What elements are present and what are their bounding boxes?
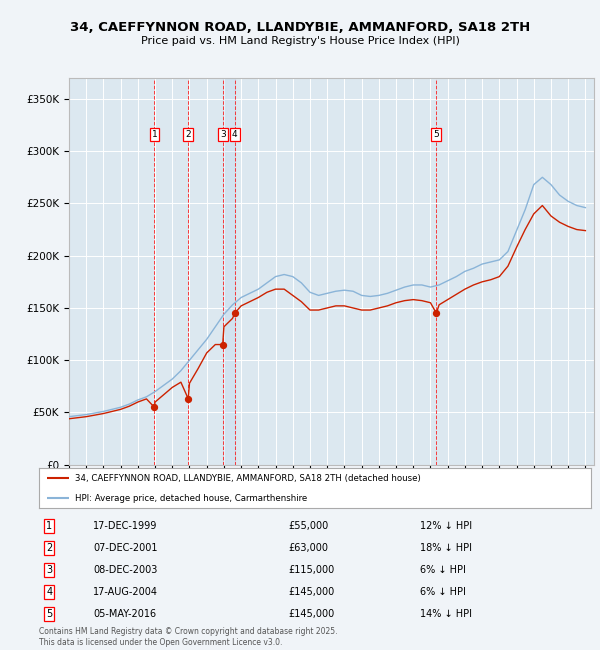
Text: £145,000: £145,000: [288, 587, 334, 597]
Text: 34, CAEFFYNNON ROAD, LLANDYBIE, AMMANFORD, SA18 2TH: 34, CAEFFYNNON ROAD, LLANDYBIE, AMMANFOR…: [70, 21, 530, 34]
Point: [218, 339, 227, 350]
Text: 2: 2: [185, 129, 191, 138]
Text: 2: 2: [46, 543, 52, 553]
Point: [431, 308, 441, 318]
Text: 34, CAEFFYNNON ROAD, LLANDYBIE, AMMANFORD, SA18 2TH (detached house): 34, CAEFFYNNON ROAD, LLANDYBIE, AMMANFOR…: [75, 474, 421, 482]
Text: 17-DEC-1999: 17-DEC-1999: [93, 521, 157, 531]
Text: Price paid vs. HM Land Registry's House Price Index (HPI): Price paid vs. HM Land Registry's House …: [140, 36, 460, 46]
Text: 5: 5: [433, 129, 439, 138]
Text: 4: 4: [46, 587, 52, 597]
Text: £63,000: £63,000: [288, 543, 328, 553]
Text: 17-AUG-2004: 17-AUG-2004: [93, 587, 158, 597]
Text: £145,000: £145,000: [288, 609, 334, 619]
Point: [149, 402, 159, 413]
Text: 3: 3: [46, 565, 52, 575]
Text: 6% ↓ HPI: 6% ↓ HPI: [420, 587, 466, 597]
Text: HPI: Average price, detached house, Carmarthenshire: HPI: Average price, detached house, Carm…: [75, 494, 307, 502]
Text: 08-DEC-2003: 08-DEC-2003: [93, 565, 157, 575]
Text: 07-DEC-2001: 07-DEC-2001: [93, 543, 157, 553]
Text: 5: 5: [46, 609, 52, 619]
Text: 6% ↓ HPI: 6% ↓ HPI: [420, 565, 466, 575]
Text: 14% ↓ HPI: 14% ↓ HPI: [420, 609, 472, 619]
Text: 3: 3: [220, 129, 226, 138]
Text: £115,000: £115,000: [288, 565, 334, 575]
Text: 1: 1: [46, 521, 52, 531]
Text: Contains HM Land Registry data © Crown copyright and database right 2025.
This d: Contains HM Land Registry data © Crown c…: [39, 627, 337, 647]
Bar: [223, 78, 235, 465]
Point: [184, 394, 193, 404]
Text: 12% ↓ HPI: 12% ↓ HPI: [420, 521, 472, 531]
Text: 05-MAY-2016: 05-MAY-2016: [93, 609, 156, 619]
Text: £55,000: £55,000: [288, 521, 328, 531]
Text: 4: 4: [232, 129, 238, 138]
Text: 1: 1: [152, 129, 157, 138]
Text: 18% ↓ HPI: 18% ↓ HPI: [420, 543, 472, 553]
Point: [230, 308, 239, 318]
